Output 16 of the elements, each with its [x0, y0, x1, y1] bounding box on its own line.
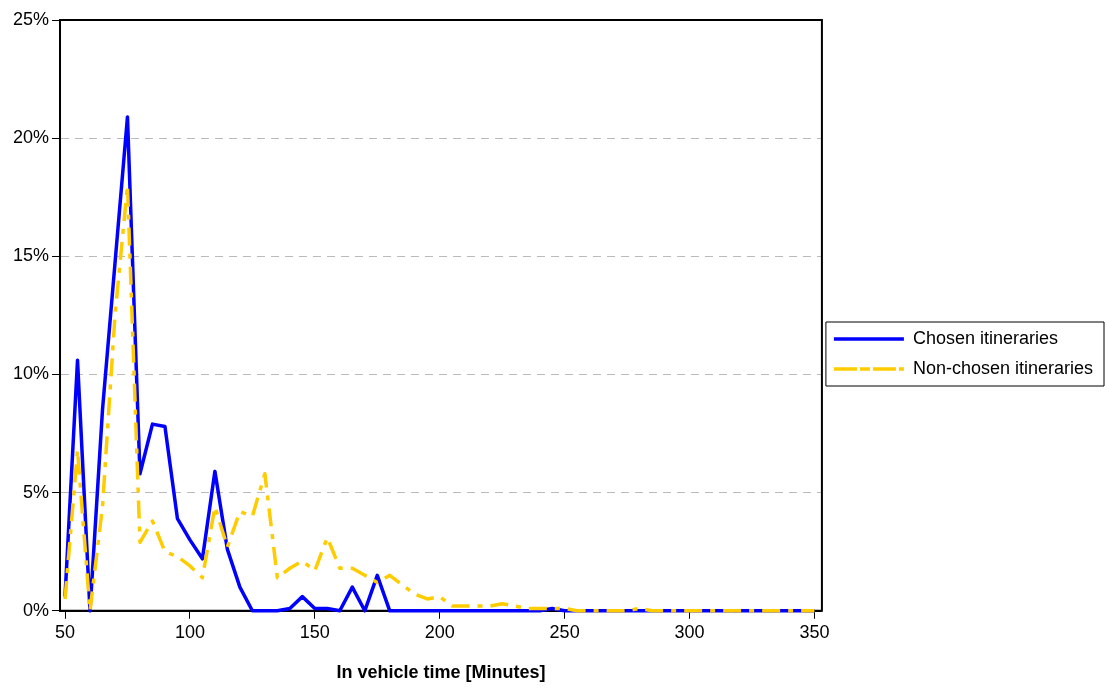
x-axis-title: In vehicle time [Minutes] [336, 662, 546, 683]
x-tick-label: 100 [174, 621, 205, 642]
legend-label: Chosen itineraries [912, 327, 1058, 348]
y-tick-label: 5% [23, 481, 50, 502]
x-tick-label: 250 [549, 621, 580, 642]
x-tick-label: 350 [799, 621, 830, 642]
x-tick-label: 300 [674, 621, 705, 642]
y-tick-label: 0% [23, 599, 50, 620]
y-tick-label: 20% [13, 127, 50, 148]
legend-label: Non-chosen itineraries [912, 357, 1094, 378]
x-tick-label: 50 [55, 621, 76, 642]
x-tick-label: 200 [424, 621, 455, 642]
x-tick-label: 150 [299, 621, 330, 642]
y-tick-label: 15% [13, 245, 50, 266]
y-tick-label: 10% [13, 363, 50, 384]
y-tick-label: 25% [13, 8, 50, 29]
